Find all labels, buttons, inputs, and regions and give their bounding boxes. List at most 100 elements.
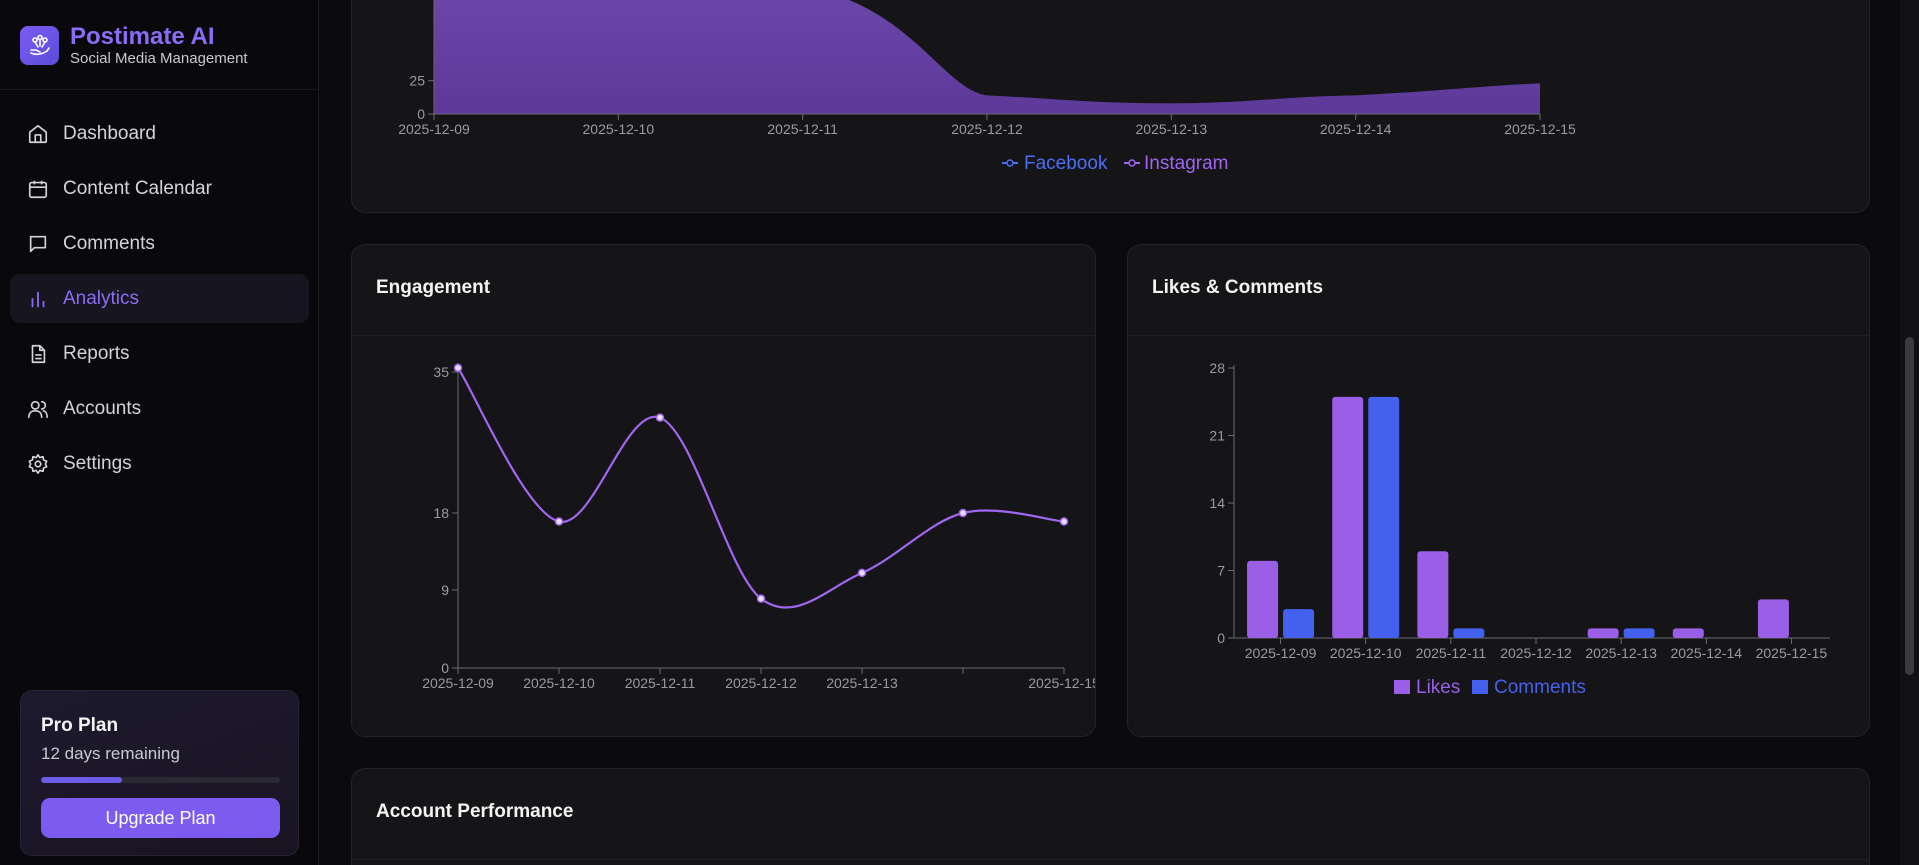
file-text-icon — [26, 342, 50, 366]
sidebar: Postimate AI Social Media Management Das… — [0, 0, 319, 865]
legend-swatch-likes — [1394, 680, 1410, 694]
message-icon — [26, 232, 50, 256]
x-tick-label: 2025-12-15 — [1028, 675, 1096, 691]
brand-logo-icon — [20, 26, 59, 65]
calendar-icon — [26, 177, 50, 201]
sidebar-item-comments[interactable]: Comments — [10, 219, 309, 268]
brand[interactable]: Postimate AI Social Media Management — [20, 24, 248, 67]
engagement-card: Engagement 0 9 18 35 2025-12-09 2025-12-10 202… — [351, 244, 1096, 737]
plan-title: Pro Plan — [41, 715, 119, 736]
card-title: Engagement — [376, 277, 491, 298]
x-tick-label: 2025-12-14 — [1320, 121, 1392, 137]
plan-days-remaining: 12 days remaining — [41, 744, 180, 763]
bar-likes — [1757, 599, 1789, 638]
legend-dot-facebook — [1006, 159, 1014, 167]
data-point — [1059, 517, 1069, 526]
card-divider — [352, 859, 1869, 860]
engagement-line-chart: 0 9 18 35 2025-12-09 2025-12-10 2025-12-11 2025… — [422, 363, 1096, 691]
sidebar-item-label: Reports — [63, 342, 130, 364]
card-divider — [352, 335, 1095, 336]
y-tick-label: 9 — [441, 582, 449, 598]
x-tick-label: 2025-12-10 — [1330, 645, 1402, 661]
bar-comments — [1623, 628, 1655, 638]
bar-likes — [1417, 551, 1449, 638]
series-line-engagement — [457, 367, 1065, 609]
x-tick-label: 2025-12-09 — [422, 675, 494, 691]
x-tick-label: 2025-12-14 — [1670, 645, 1742, 661]
data-point — [554, 517, 564, 526]
y-tick-label: 21 — [1209, 428, 1225, 444]
sidebar-item-content-calendar[interactable]: Content Calendar — [10, 164, 309, 213]
bar-likes — [1587, 628, 1619, 638]
bar-likes — [1672, 628, 1704, 638]
sidebar-item-label: Dashboard — [63, 122, 156, 144]
sidebar-item-dashboard[interactable]: Dashboard — [10, 109, 309, 158]
legend-dot-instagram — [1128, 159, 1136, 167]
data-point — [655, 413, 665, 422]
bar-comments — [1283, 609, 1315, 638]
bar-likes — [1247, 560, 1279, 638]
sidebar-item-label: Accounts — [63, 397, 142, 419]
legend-label-comments: Comments — [1494, 677, 1586, 698]
data-point — [756, 594, 766, 603]
account-performance-card: Account Performance — [351, 768, 1870, 865]
scrollbar-thumb[interactable] — [1905, 337, 1914, 675]
sidebar-item-settings[interactable]: Settings — [10, 439, 309, 488]
x-tick-label: 2025-12-10 — [523, 675, 595, 691]
y-tick-label: 35 — [433, 364, 449, 380]
x-tick-label: 2025-12-11 — [1416, 645, 1487, 661]
series-area-instagram — [434, 0, 1540, 114]
x-tick-label: 2025-12-09 — [1245, 645, 1317, 661]
brand-subtitle: Social Media Management — [70, 50, 248, 67]
sidebar-item-label: Settings — [63, 452, 132, 474]
y-tick-label: 14 — [1209, 495, 1225, 511]
sidebar-item-label: Content Calendar — [63, 177, 212, 199]
brand-title: Postimate AI — [70, 23, 215, 50]
x-tick-label: 2025-12-13 — [1136, 121, 1208, 137]
bar-comments — [1453, 628, 1485, 638]
likes-comments-card: Likes & Comments 0 7 14 21 28 2025-12-09 2025-… — [1127, 244, 1870, 737]
upgrade-plan-button[interactable]: Upgrade Plan — [41, 798, 280, 838]
home-icon — [26, 122, 50, 146]
y-tick-label: 25 — [409, 73, 425, 89]
legend-label-facebook: Facebook — [1024, 153, 1108, 174]
plan-card: Pro Plan 12 days remaining Upgrade Plan — [20, 690, 299, 856]
plan-progress-fill — [41, 777, 123, 783]
sidebar-nav: Dashboard Content Calendar Comments Anal… — [10, 109, 309, 494]
x-tick-label: 2025-12-09 — [398, 121, 470, 137]
x-tick-label: 2025-12-11 — [767, 121, 838, 137]
sidebar-divider — [0, 89, 319, 90]
y-tick-label: 0 — [441, 660, 449, 676]
x-tick-label: 2025-12-12 — [951, 121, 1023, 137]
x-tick-label: 2025-12-15 — [1504, 121, 1576, 137]
sidebar-item-label: Analytics — [63, 287, 140, 309]
legend-label-likes: Likes — [1416, 677, 1460, 698]
audience-chart-card: 25 0 2025-12-09 2025-12-10 2025-12-11 2025-12… — [351, 0, 1870, 213]
x-tick-label: 2025-12-13 — [1585, 645, 1657, 661]
x-tick-label: 2025-12-11 — [625, 675, 696, 691]
likes-comments-bar-chart: 0 7 14 21 28 2025-12-09 2025-12-10 2025-12-11 20… — [1209, 360, 1830, 698]
x-tick-label: 2025-12-13 — [826, 675, 898, 691]
x-tick-label: 2025-12-12 — [725, 675, 797, 691]
x-tick-label: 2025-12-15 — [1756, 645, 1828, 661]
y-tick-label: 0 — [1217, 630, 1225, 646]
y-tick-label: 18 — [433, 505, 449, 521]
plan-progress-bar — [41, 777, 280, 783]
page-scrollbar[interactable] — [1900, 0, 1919, 865]
y-tick-label: 28 — [1209, 360, 1225, 376]
card-title: Account Performance — [376, 801, 574, 822]
sidebar-item-accounts[interactable]: Accounts — [10, 384, 309, 433]
data-point — [453, 363, 463, 373]
sidebar-item-reports[interactable]: Reports — [10, 329, 309, 378]
card-title: Likes & Comments — [1152, 277, 1324, 298]
sidebar-item-analytics[interactable]: Analytics — [10, 274, 309, 323]
x-tick-label: 2025-12-12 — [1500, 645, 1572, 661]
y-tick-label: 0 — [417, 106, 425, 122]
x-tick-label: 2025-12-10 — [583, 121, 655, 137]
y-tick-label: 7 — [1217, 563, 1225, 579]
bar-comments — [1368, 396, 1400, 638]
users-icon — [26, 397, 50, 421]
card-divider — [1128, 335, 1869, 336]
